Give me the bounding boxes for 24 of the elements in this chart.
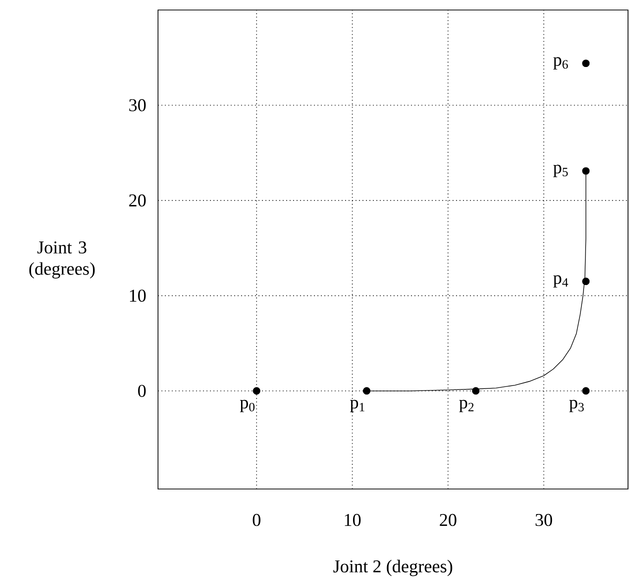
x-tick-label: 20 [440, 514, 456, 526]
point [252, 387, 260, 395]
x-axis-title: Joint 2 (degrees) [333, 560, 452, 576]
annotation: p$_{5}$ [553, 164, 568, 177]
y-tick-label: 30 [129, 99, 146, 112]
x-tick-label: 10 [344, 514, 361, 526]
annotation: p$_{3}$ [569, 400, 584, 412]
x-tick-label: 30 [536, 514, 552, 526]
point [472, 387, 480, 395]
x-tick-label: 0 [252, 514, 260, 526]
y-tick-label: 10 [130, 290, 146, 302]
annotation: p$_{4}$ [553, 275, 568, 288]
point [582, 167, 590, 175]
annotation: p$_{2}$ [459, 400, 474, 412]
annotation: p$_{6}$ [553, 57, 568, 70]
point [582, 387, 590, 395]
point [362, 387, 370, 395]
annotation: p$_{0}$ [240, 400, 255, 412]
point [582, 60, 590, 67]
y-axis-title: Joint 3 (degrees) [29, 241, 95, 278]
point [582, 278, 590, 286]
annotation: p$_{1}$ [350, 400, 364, 412]
y-tick-label: 0 [138, 384, 146, 397]
y-tick-label: 20 [129, 194, 146, 206]
